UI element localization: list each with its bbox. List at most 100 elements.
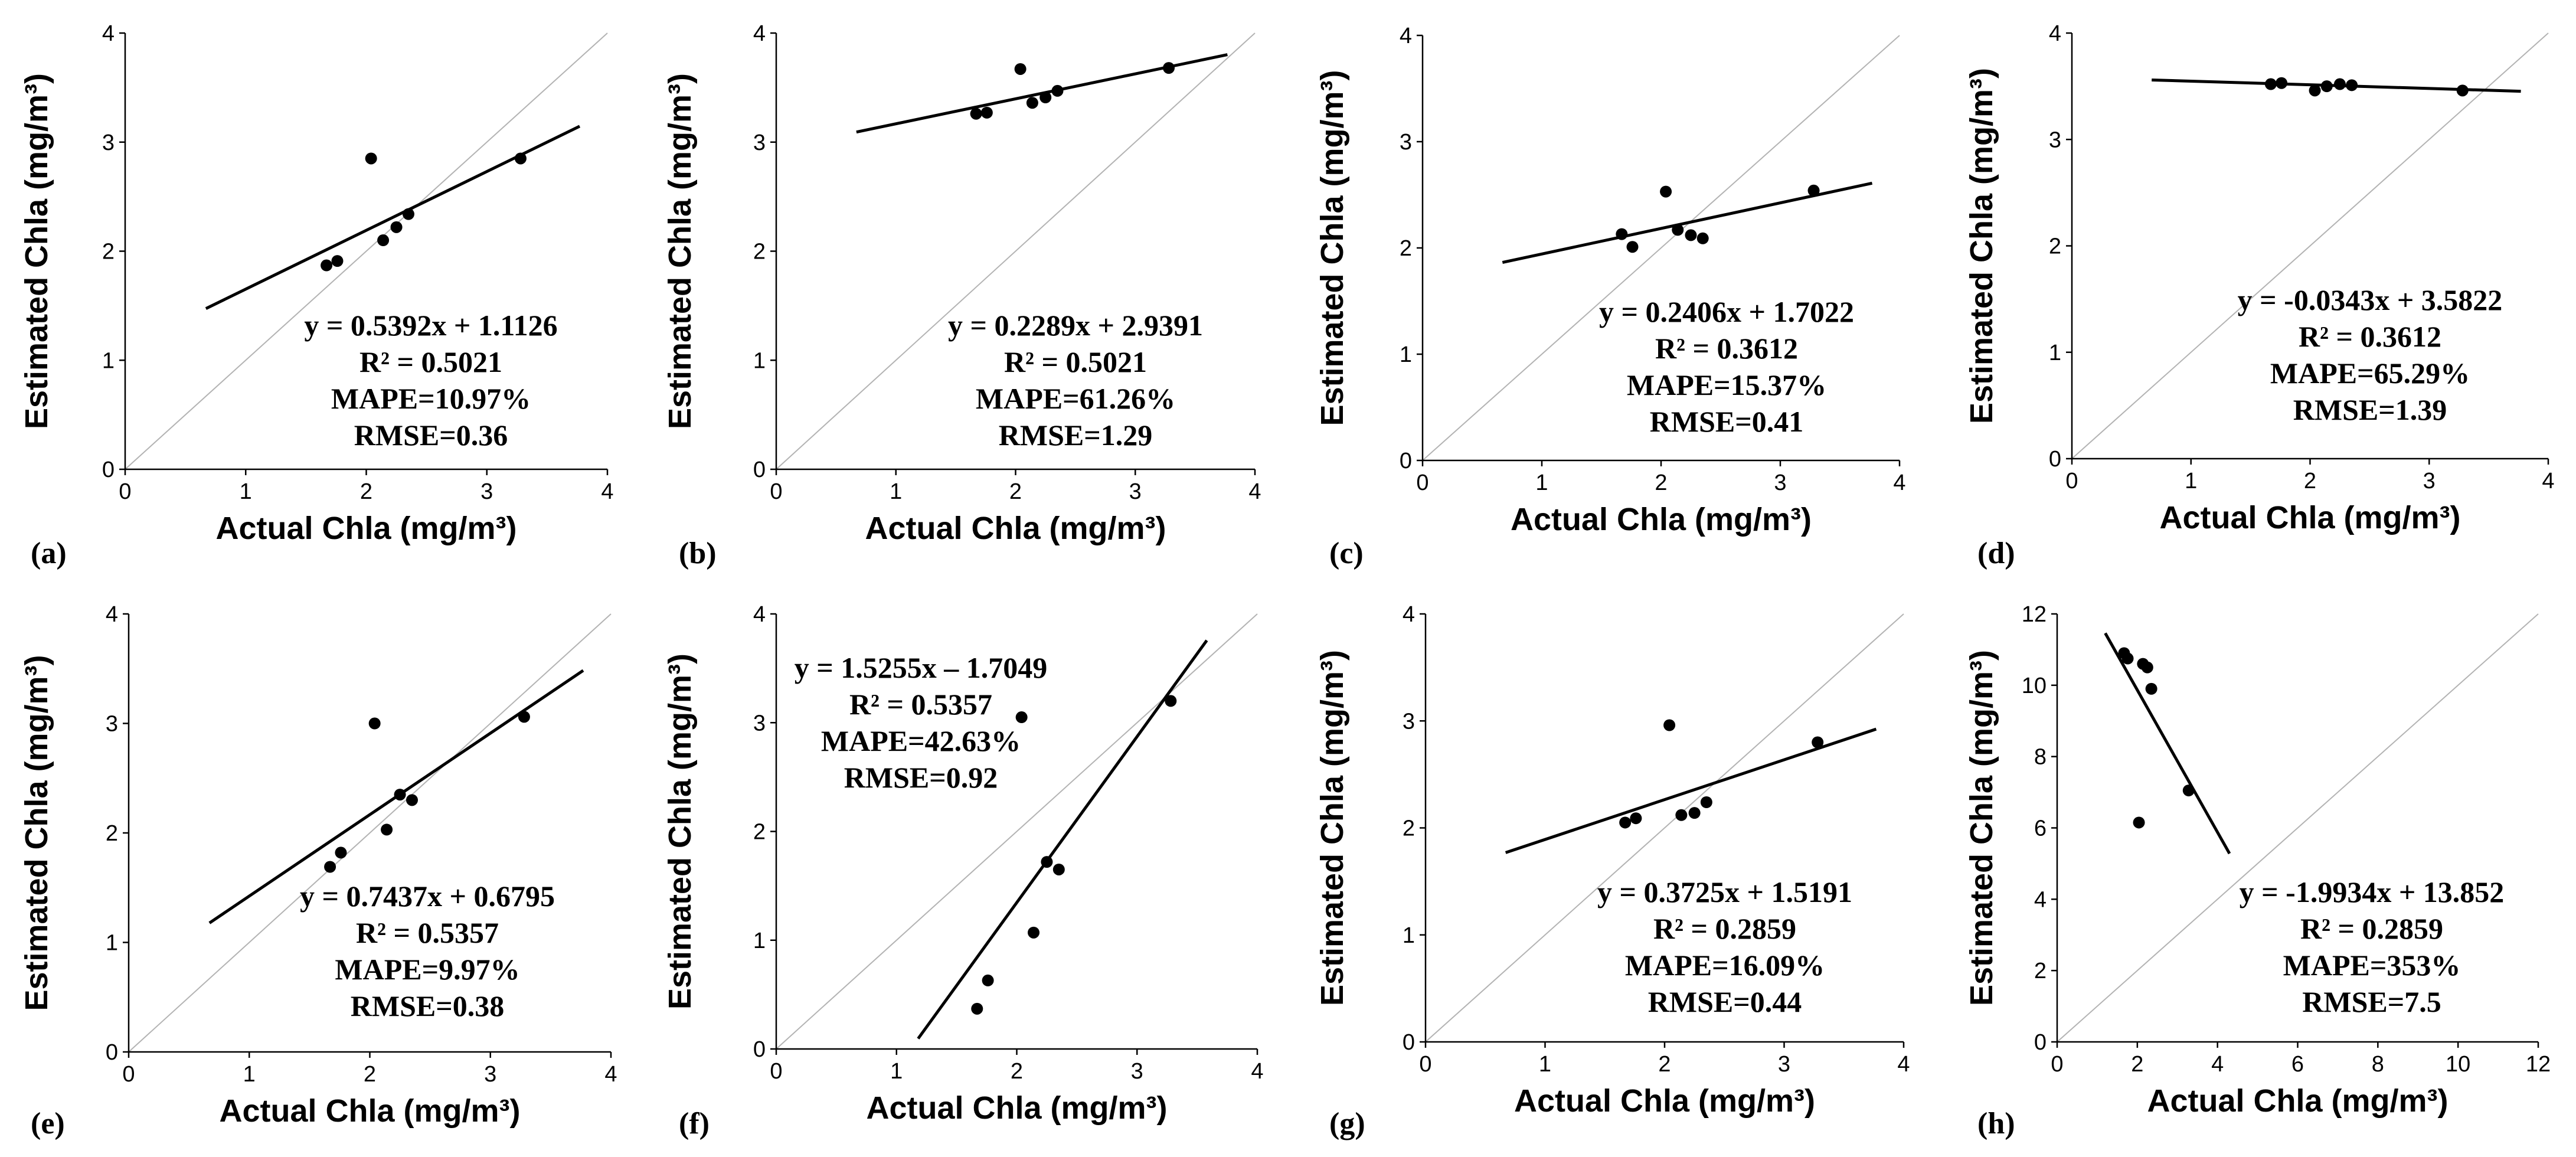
data-point [1028, 926, 1040, 939]
y-tick-label: 2 [1403, 816, 1415, 841]
x-tick-label: 2 [1658, 1052, 1671, 1077]
y-tick-label: 0 [1400, 449, 1412, 473]
panel-label: (h) [1977, 1107, 2015, 1140]
x-tick-label: 3 [484, 1062, 496, 1087]
panel-label: (d) [1977, 537, 2015, 570]
data-point [1685, 229, 1697, 241]
y-tick-label: 0 [2034, 1030, 2047, 1055]
data-point [1675, 809, 1688, 821]
y-tick-label: 0 [102, 457, 115, 482]
y-tick-label: 6 [2034, 816, 2047, 841]
identity-line [776, 32, 1256, 470]
x-tick-label: 4 [2211, 1052, 2224, 1077]
y-tick-label: 8 [2034, 745, 2047, 770]
regression-line [1502, 181, 1873, 264]
x-tick-label: 0 [122, 1062, 135, 1087]
y-tick-label: 1 [753, 929, 766, 953]
data-point [1041, 856, 1053, 868]
data-point [2121, 652, 2134, 665]
data-point [1688, 807, 1701, 819]
y-axis-label: Estimated Chla (mg/m³) [662, 653, 698, 1009]
x-tick-label: 2 [1011, 1059, 1023, 1084]
data-point [394, 789, 406, 801]
data-point [381, 823, 393, 836]
x-tick-label: 2 [1655, 470, 1667, 495]
panel-label: (a) [31, 537, 67, 570]
data-point [518, 711, 530, 723]
annotation-line: y = 1.5255x – 1.7049 [795, 651, 1048, 684]
identity-line [125, 32, 608, 470]
data-point [1663, 719, 1676, 731]
data-point [2309, 84, 2321, 97]
y-tick-label: 12 [2022, 602, 2047, 627]
x-axis-label: Actual Chla (mg/m³) [219, 1093, 520, 1129]
y-tick-label: 4 [2049, 21, 2061, 46]
x-tick-label: 0 [1416, 470, 1428, 495]
data-point [1672, 224, 1684, 236]
y-tick-label: 0 [753, 457, 766, 482]
annotation-line: MAPE=15.37% [1627, 368, 1826, 401]
annotation-line: RMSE=0.44 [1648, 985, 1802, 1018]
identity-line [2057, 613, 2539, 1042]
identity-line [2071, 32, 2549, 459]
x-tick-label: 2 [364, 1062, 376, 1087]
x-tick-label: 10 [2446, 1052, 2470, 1077]
annotation-line: R² = 0.3612 [2299, 320, 2441, 353]
y-tick-label: 4 [106, 602, 118, 627]
annotation-line: R² = 0.5021 [359, 345, 502, 378]
x-tick-label: 4 [1893, 470, 1905, 495]
annotation-line: R² = 0.2859 [1653, 912, 1796, 945]
data-point [2346, 79, 2358, 91]
x-tick-label: 2 [1009, 479, 1022, 504]
panel-label: (f) [679, 1107, 710, 1140]
identity-line [128, 613, 612, 1053]
data-point [406, 794, 418, 806]
y-tick-label: 10 [2022, 674, 2047, 698]
y-tick-label: 4 [102, 21, 115, 46]
annotation-line: MAPE=10.97% [331, 382, 531, 415]
y-tick-label: 3 [102, 130, 115, 155]
data-point [2133, 816, 2145, 829]
x-tick-label: 1 [243, 1062, 256, 1087]
x-tick-label: 3 [1129, 479, 1142, 504]
data-point [1619, 816, 1632, 829]
x-tick-label: 3 [1778, 1052, 1790, 1077]
y-tick-label: 3 [1400, 130, 1412, 155]
x-axis-label: Actual Chla (mg/m³) [866, 1090, 1167, 1126]
y-tick-label: 1 [1400, 342, 1412, 367]
panel-g: 0 1 2 3 4 0 1 2 3 4 y = 0.3725x + 1.5191 R² = 0.285… [1315, 602, 1910, 1140]
data-point [2141, 661, 2153, 674]
panel-label: (c) [1329, 537, 1364, 570]
annotation-line: MAPE=16.09% [1625, 949, 1825, 982]
data-point [1630, 812, 1642, 825]
y-tick-label: 2 [2049, 234, 2061, 259]
x-tick-label: 1 [890, 1059, 903, 1084]
y-axis-label: Estimated Chla (mg/m³) [19, 73, 54, 429]
x-tick-label: 0 [770, 479, 782, 504]
y-tick-label: 1 [102, 348, 115, 373]
x-tick-label: 3 [1131, 1059, 1143, 1084]
annotation-line: RMSE=7.5 [2302, 985, 2441, 1018]
data-point [2264, 78, 2277, 90]
x-tick-label: 2 [2304, 469, 2316, 493]
data-point [2276, 77, 2288, 89]
identity-line [1422, 35, 1900, 461]
annotation-line: RMSE=1.39 [2293, 393, 2447, 426]
x-axis-label: Actual Chla (mg/m³) [2147, 1083, 2448, 1119]
y-tick-label: 4 [753, 602, 766, 627]
y-tick-label: 3 [1403, 709, 1415, 734]
panel-label: (b) [679, 537, 717, 570]
y-tick-label: 4 [2034, 887, 2047, 912]
data-point [402, 208, 414, 220]
data-point [365, 152, 377, 165]
x-axis-label: Actual Chla (mg/m³) [1514, 1083, 1815, 1119]
annotation-line: R² = 0.3612 [1655, 332, 1798, 365]
x-tick-label: 4 [601, 479, 613, 504]
identity-line [776, 613, 1258, 1050]
data-point [1812, 736, 1824, 749]
data-point [377, 234, 390, 247]
y-axis-label: Estimated Chla (mg/m³) [662, 73, 698, 429]
data-point [1165, 695, 1177, 707]
x-tick-label: 2 [360, 479, 372, 504]
